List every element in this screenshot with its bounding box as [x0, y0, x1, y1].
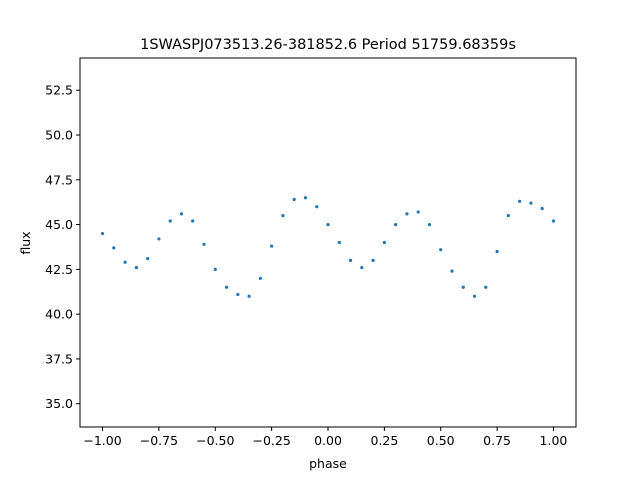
x-tick-label: 0.75: [483, 433, 511, 448]
x-tick-label: −0.25: [252, 433, 290, 448]
y-tick-label: 40.0: [45, 307, 73, 322]
data-point: [360, 265, 364, 270]
y-tick-label: 47.5: [45, 172, 73, 187]
data-point: [472, 294, 477, 298]
data-point: [529, 201, 533, 205]
axis-ticks: −1.00 −0.75 −0.50 −0.25 0.00 0.25 0.50 0.75 1.00…: [45, 83, 567, 448]
data-point: [281, 214, 285, 218]
data-point: [495, 249, 499, 254]
data-point: [236, 292, 240, 297]
data-point: [461, 285, 465, 289]
data-point: [258, 276, 262, 280]
data-point: [326, 222, 330, 227]
x-axis-label: phase: [309, 456, 347, 471]
data-point: [348, 258, 353, 263]
x-tick-label: −0.75: [140, 433, 178, 448]
data-point: [179, 212, 184, 216]
data-point: [518, 199, 522, 203]
plot-area-frame: [79, 57, 577, 428]
data-point: [506, 214, 510, 218]
data-point: [394, 222, 398, 227]
data-point: [146, 257, 150, 261]
data-point: [123, 260, 127, 264]
x-tick-label: −1.00: [83, 433, 121, 448]
data-point: [202, 242, 206, 246]
data-point: [270, 244, 274, 248]
data-point: [315, 205, 319, 209]
data-point: [427, 222, 432, 227]
y-tick-label: 42.5: [45, 262, 73, 277]
data-point: [371, 258, 375, 263]
y-tick-label: 37.5: [45, 351, 73, 366]
data-point: [416, 210, 420, 214]
data-points: [100, 196, 556, 298]
data-point: [100, 231, 105, 236]
x-tick-label: −0.50: [196, 433, 234, 448]
data-point: [540, 206, 544, 211]
data-point: [168, 219, 172, 223]
y-tick-label: 45.0: [45, 217, 73, 232]
data-point: [303, 196, 308, 200]
y-axis-label: flux: [18, 231, 33, 254]
data-point: [484, 285, 488, 289]
data-point: [224, 285, 229, 289]
x-tick-label: 0.50: [427, 433, 455, 448]
x-tick-label: 0.25: [370, 433, 398, 448]
y-tick-label: 50.0: [45, 128, 73, 143]
chart-title: 1SWASPJ073513.26-381852.6 Period 51759.6…: [140, 37, 516, 53]
data-point: [213, 267, 217, 271]
data-point: [382, 240, 386, 245]
data-point: [191, 219, 195, 223]
data-point: [292, 197, 296, 202]
data-point: [112, 246, 116, 250]
data-point: [157, 237, 161, 241]
data-point: [439, 248, 443, 252]
y-tick-label: 35.0: [45, 396, 73, 411]
data-point: [134, 265, 138, 270]
data-point: [551, 219, 556, 223]
y-tick-label: 52.5: [45, 83, 73, 98]
x-tick-label: 0.00: [314, 433, 342, 448]
data-point: [337, 240, 341, 245]
data-point: [247, 294, 251, 298]
x-tick-label: 1.00: [540, 433, 568, 448]
data-point: [450, 269, 454, 273]
data-point: [405, 212, 409, 216]
